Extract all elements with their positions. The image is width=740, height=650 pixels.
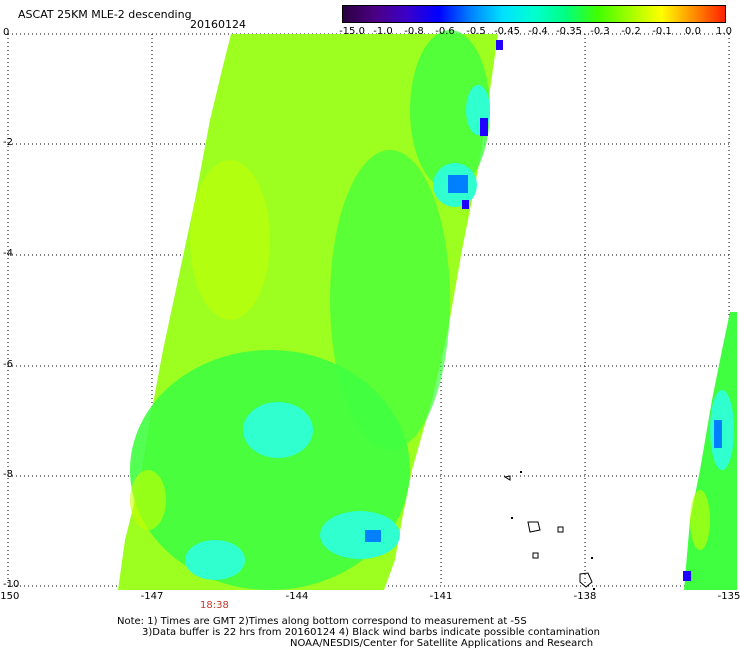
- swath-cyan-patch: [185, 540, 245, 580]
- color-scale-label: -0.2: [621, 26, 641, 37]
- color-scale-label: -0.5: [466, 26, 486, 37]
- longitude-label: -147: [140, 591, 164, 602]
- island-outline: [579, 572, 593, 588]
- swath-blue-patch: [683, 571, 691, 581]
- color-scale-label: -0.3: [590, 26, 610, 37]
- map-date: 20160124: [190, 18, 246, 31]
- longitude-label: -150: [0, 591, 20, 602]
- latitude-label: -6: [3, 359, 13, 370]
- latitude-label: 0: [3, 27, 10, 38]
- color-scale-label: -0.45: [494, 26, 520, 37]
- swath-cyan-patch: [320, 511, 400, 559]
- swath-blue-patch: [480, 118, 488, 136]
- latitude-label: -4: [3, 248, 13, 259]
- swath-blue-patch: [714, 420, 722, 448]
- swath-yellow-zone: [190, 160, 270, 320]
- island-dot: [511, 517, 513, 519]
- swath-time-label: 18:38: [200, 600, 229, 611]
- color-scale-label: -15.0: [339, 26, 365, 37]
- note-line-1: Note: 1) Times are GMT 2)Times along bot…: [117, 616, 527, 627]
- island-outline: [532, 552, 539, 559]
- swath-blue-patch: [462, 200, 469, 209]
- island-dot: [593, 588, 595, 590]
- color-scale-bar: [342, 5, 726, 23]
- swath-blue-patch: [448, 175, 468, 193]
- longitude-label: -144: [285, 591, 309, 602]
- note-line-3: NOAA/NESDIS/Center for Satellite Applica…: [290, 638, 594, 649]
- swath-green-zone: [330, 150, 450, 450]
- longitude-label: -135: [717, 591, 740, 602]
- island-outlines: [503, 471, 595, 590]
- color-scale-label: -0.4: [528, 26, 548, 37]
- color-scale-label: -1.0: [373, 26, 393, 37]
- color-scale-label: -0.8: [404, 26, 424, 37]
- map-title: ASCAT 25KM MLE-2 descending: [18, 8, 192, 21]
- scatterometer-swaths: [118, 30, 737, 590]
- swath-cyan-patch: [243, 402, 313, 458]
- latitude-label: -8: [3, 469, 13, 480]
- color-scale-label: -0.6: [435, 26, 455, 37]
- swath-green-zone: [410, 30, 490, 190]
- longitude-label: -138: [573, 591, 597, 602]
- swath-blue-patch: [496, 40, 503, 50]
- swath-yellow-zone: [690, 490, 710, 550]
- color-scale-label: 1.0: [716, 26, 732, 37]
- longitude-label: -141: [429, 591, 453, 602]
- island-outline: [503, 475, 511, 481]
- latitude-label: -2: [3, 137, 13, 148]
- color-scale-label: -0.1: [652, 26, 672, 37]
- island-dot: [591, 557, 593, 559]
- island-outline: [527, 521, 541, 533]
- island-dot: [520, 471, 522, 473]
- swath-blue-patch: [365, 530, 381, 542]
- island-outline: [557, 526, 564, 533]
- color-scale-label: 0.0: [685, 26, 701, 37]
- latitude-label: -10: [3, 579, 20, 590]
- color-scale-label: -0.35: [556, 26, 582, 37]
- swath-yellow-zone: [130, 470, 166, 530]
- note-line-2: 3)Data buffer is 22 hrs from 20160124 4)…: [142, 627, 600, 638]
